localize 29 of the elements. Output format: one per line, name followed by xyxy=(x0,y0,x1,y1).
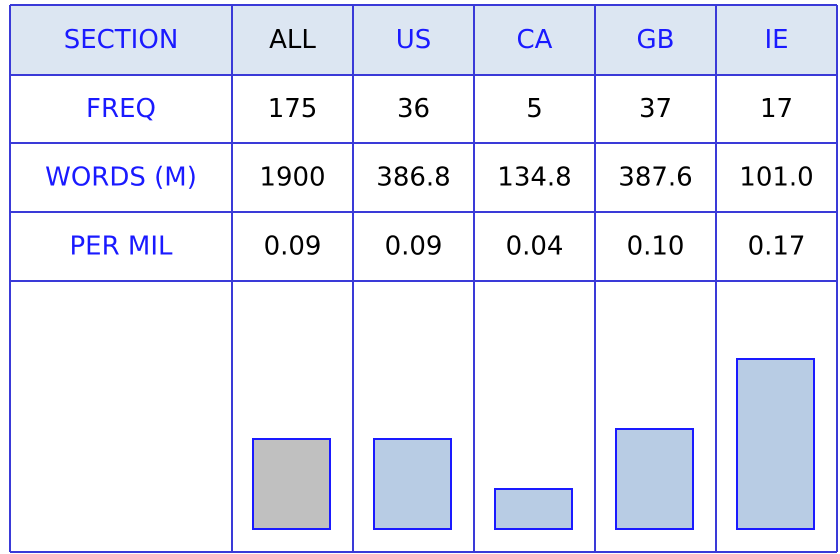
x-tick-label: GB xyxy=(636,25,674,55)
bar xyxy=(252,438,331,530)
x-axis-title: SECTION xyxy=(64,25,178,55)
text: 387.6 xyxy=(618,162,693,192)
text: 175 xyxy=(268,94,318,124)
bar xyxy=(373,438,452,530)
bar xyxy=(615,428,694,530)
bar xyxy=(494,488,573,530)
x-tick-label: US xyxy=(396,25,432,55)
data-label: 0.10 xyxy=(626,232,684,262)
text: 37 xyxy=(638,94,672,124)
x-tick-label: CA xyxy=(516,25,553,55)
text: FREQ xyxy=(86,94,156,124)
x-tick-label: IE xyxy=(764,25,789,55)
data-label: 0.04 xyxy=(506,232,564,262)
text: 5 xyxy=(526,94,543,124)
data-label: 0.17 xyxy=(748,232,806,262)
text: 36 xyxy=(396,94,430,124)
text: 134.8 xyxy=(497,162,572,192)
data-label: 0.09 xyxy=(384,232,442,262)
x-tick-label: ALL xyxy=(269,25,316,55)
bar xyxy=(736,358,815,530)
text: 1900 xyxy=(259,162,326,192)
data-label: 0.09 xyxy=(264,232,322,262)
text: 17 xyxy=(760,94,794,124)
text: 386.8 xyxy=(376,162,451,192)
text: 101.0 xyxy=(739,162,814,192)
text: PER MIL xyxy=(69,232,174,262)
text: WORDS (M) xyxy=(45,162,197,192)
